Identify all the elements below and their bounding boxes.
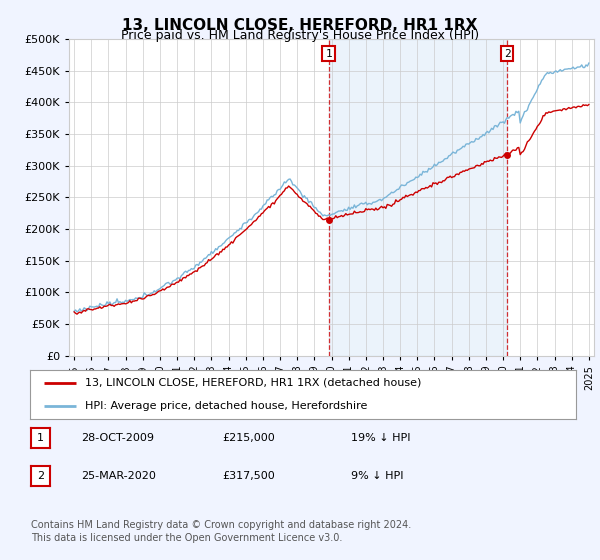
Text: 19% ↓ HPI: 19% ↓ HPI bbox=[351, 433, 410, 444]
Text: 2: 2 bbox=[37, 471, 44, 481]
Text: Price paid vs. HM Land Registry's House Price Index (HPI): Price paid vs. HM Land Registry's House … bbox=[121, 29, 479, 42]
Text: 25-MAR-2020: 25-MAR-2020 bbox=[81, 471, 156, 481]
Text: Contains HM Land Registry data © Crown copyright and database right 2024.
This d: Contains HM Land Registry data © Crown c… bbox=[31, 520, 412, 543]
Text: 2: 2 bbox=[503, 49, 511, 59]
Text: £317,500: £317,500 bbox=[222, 471, 275, 481]
Text: HPI: Average price, detached house, Herefordshire: HPI: Average price, detached house, Here… bbox=[85, 400, 367, 410]
Bar bbox=[329, 39, 507, 356]
Text: 28-OCT-2009: 28-OCT-2009 bbox=[81, 433, 154, 444]
Text: 13, LINCOLN CLOSE, HEREFORD, HR1 1RX: 13, LINCOLN CLOSE, HEREFORD, HR1 1RX bbox=[122, 18, 478, 34]
Text: 13, LINCOLN CLOSE, HEREFORD, HR1 1RX (detached house): 13, LINCOLN CLOSE, HEREFORD, HR1 1RX (de… bbox=[85, 378, 421, 388]
Text: 9% ↓ HPI: 9% ↓ HPI bbox=[351, 471, 404, 481]
Text: 1: 1 bbox=[37, 433, 44, 444]
Text: £215,000: £215,000 bbox=[222, 433, 275, 444]
Text: 1: 1 bbox=[325, 49, 332, 59]
